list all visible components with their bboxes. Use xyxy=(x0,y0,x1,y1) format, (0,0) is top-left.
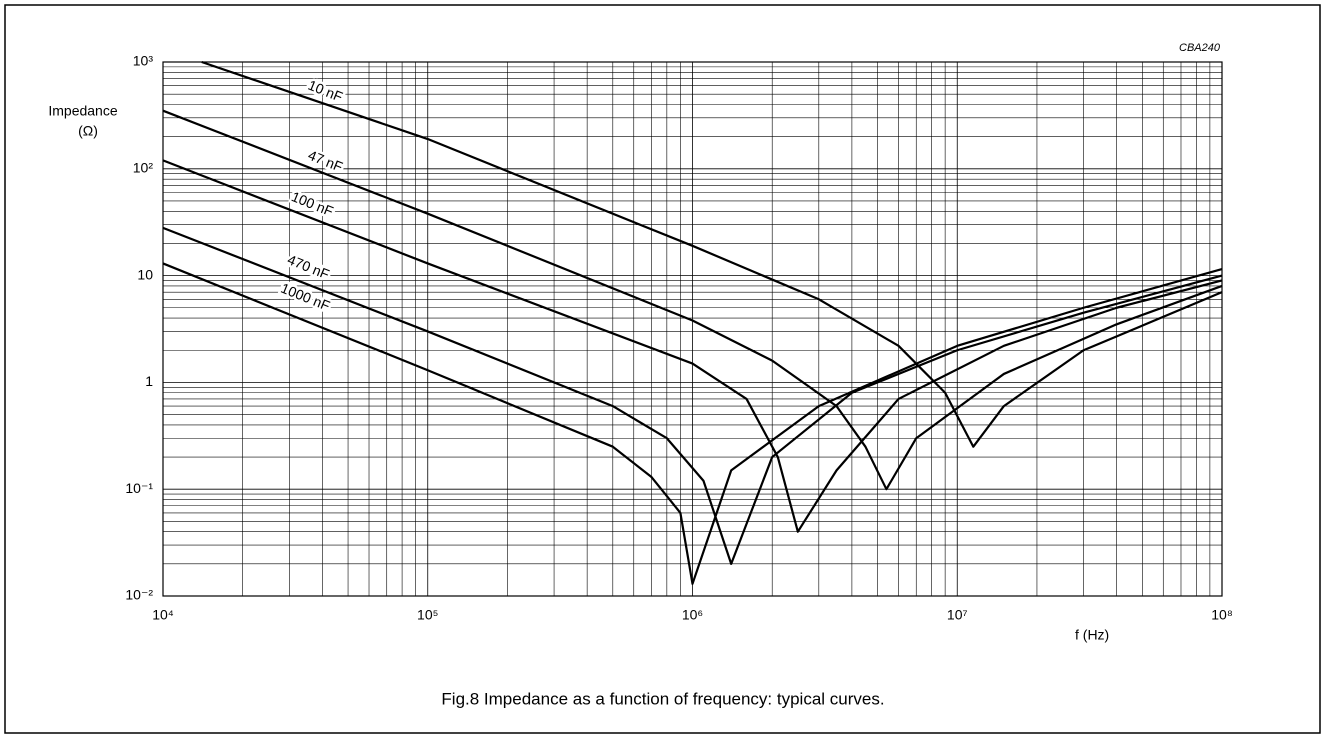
y-tick-label: 10⁻² xyxy=(125,587,153,603)
series-line xyxy=(162,262,1223,585)
series-label: 10 nF xyxy=(306,77,345,105)
x-axis-label: f (Hz) xyxy=(1075,627,1109,643)
frame xyxy=(4,4,1321,734)
x-tick-label: 10⁴ xyxy=(152,607,174,623)
series-line xyxy=(162,159,1223,533)
series-line xyxy=(201,60,1223,448)
y-tick-label: 1 xyxy=(145,373,153,389)
series-label: 100 nF xyxy=(289,188,335,219)
y-tick-label: 10 xyxy=(137,266,153,282)
series-line xyxy=(162,109,1223,491)
series-label: 47 nF xyxy=(306,147,345,175)
y-tick-label: 10² xyxy=(133,160,154,176)
x-tick-label: 10⁸ xyxy=(1211,607,1233,623)
x-tick-label: 10⁷ xyxy=(947,607,968,623)
caption: Fig.8 Impedance as a function of frequen… xyxy=(441,689,884,708)
y-axis-label: Impedance xyxy=(48,103,117,119)
plot-border xyxy=(162,61,1223,597)
series-label: 1000 nF xyxy=(279,280,333,314)
y-tick-label: 10³ xyxy=(133,53,154,69)
series-line xyxy=(162,226,1223,565)
y-tick-label: 10⁻¹ xyxy=(125,480,153,496)
x-tick-label: 10⁶ xyxy=(682,607,703,623)
y-axis-label: (Ω) xyxy=(78,123,98,139)
x-tick-label: 10⁵ xyxy=(417,607,438,623)
figure-code: CBA240 xyxy=(1179,42,1221,54)
